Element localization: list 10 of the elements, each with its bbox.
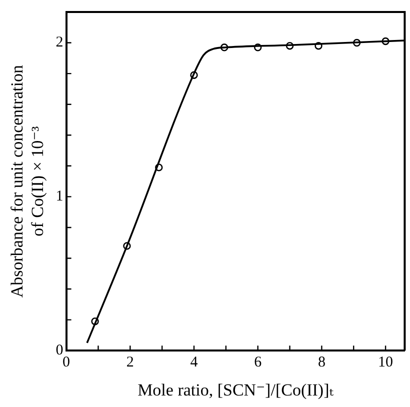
y-tick-label: 1 (56, 188, 64, 205)
x-tick-label: 4 (190, 354, 198, 371)
x-tick-label: 10 (378, 354, 394, 371)
y-tick-label: 0 (56, 342, 64, 359)
y-tick-label: 2 (56, 34, 64, 51)
x-tick-label: 6 (254, 354, 262, 371)
x-tick-label: 8 (318, 354, 326, 371)
y-axis-title: Absorbance for unit concentration of Co(II) × 10⁻³ (8, 64, 48, 298)
x-axis-title: Mole ratio, [SCN⁻]/[Co(II)]ₜ (138, 380, 334, 400)
x-tick-label: 2 (126, 354, 134, 371)
